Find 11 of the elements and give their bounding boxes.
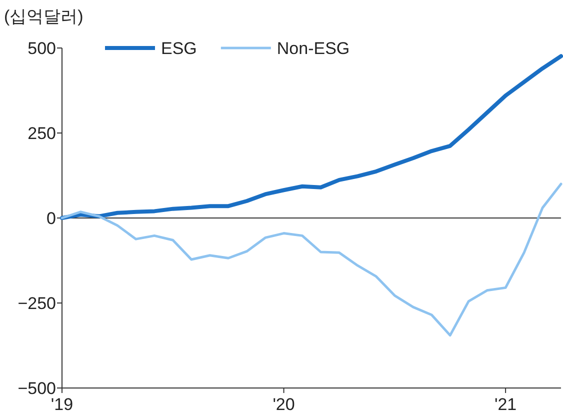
y-axis-title: (십억달러): [4, 7, 84, 26]
legend-label: Non-ESG: [276, 39, 350, 58]
y-tick-label: 0: [46, 209, 56, 228]
y-tick-label: −250: [18, 294, 56, 313]
y-tick-label: 250: [28, 124, 56, 143]
x-tick-label: '20: [272, 395, 295, 414]
x-tick-label: '19: [50, 395, 74, 414]
y-tick-label: −500: [18, 379, 56, 398]
legend-label: ESG: [161, 39, 197, 58]
y-tick-label: 500: [28, 39, 56, 58]
x-tick-label: '21: [494, 395, 517, 414]
